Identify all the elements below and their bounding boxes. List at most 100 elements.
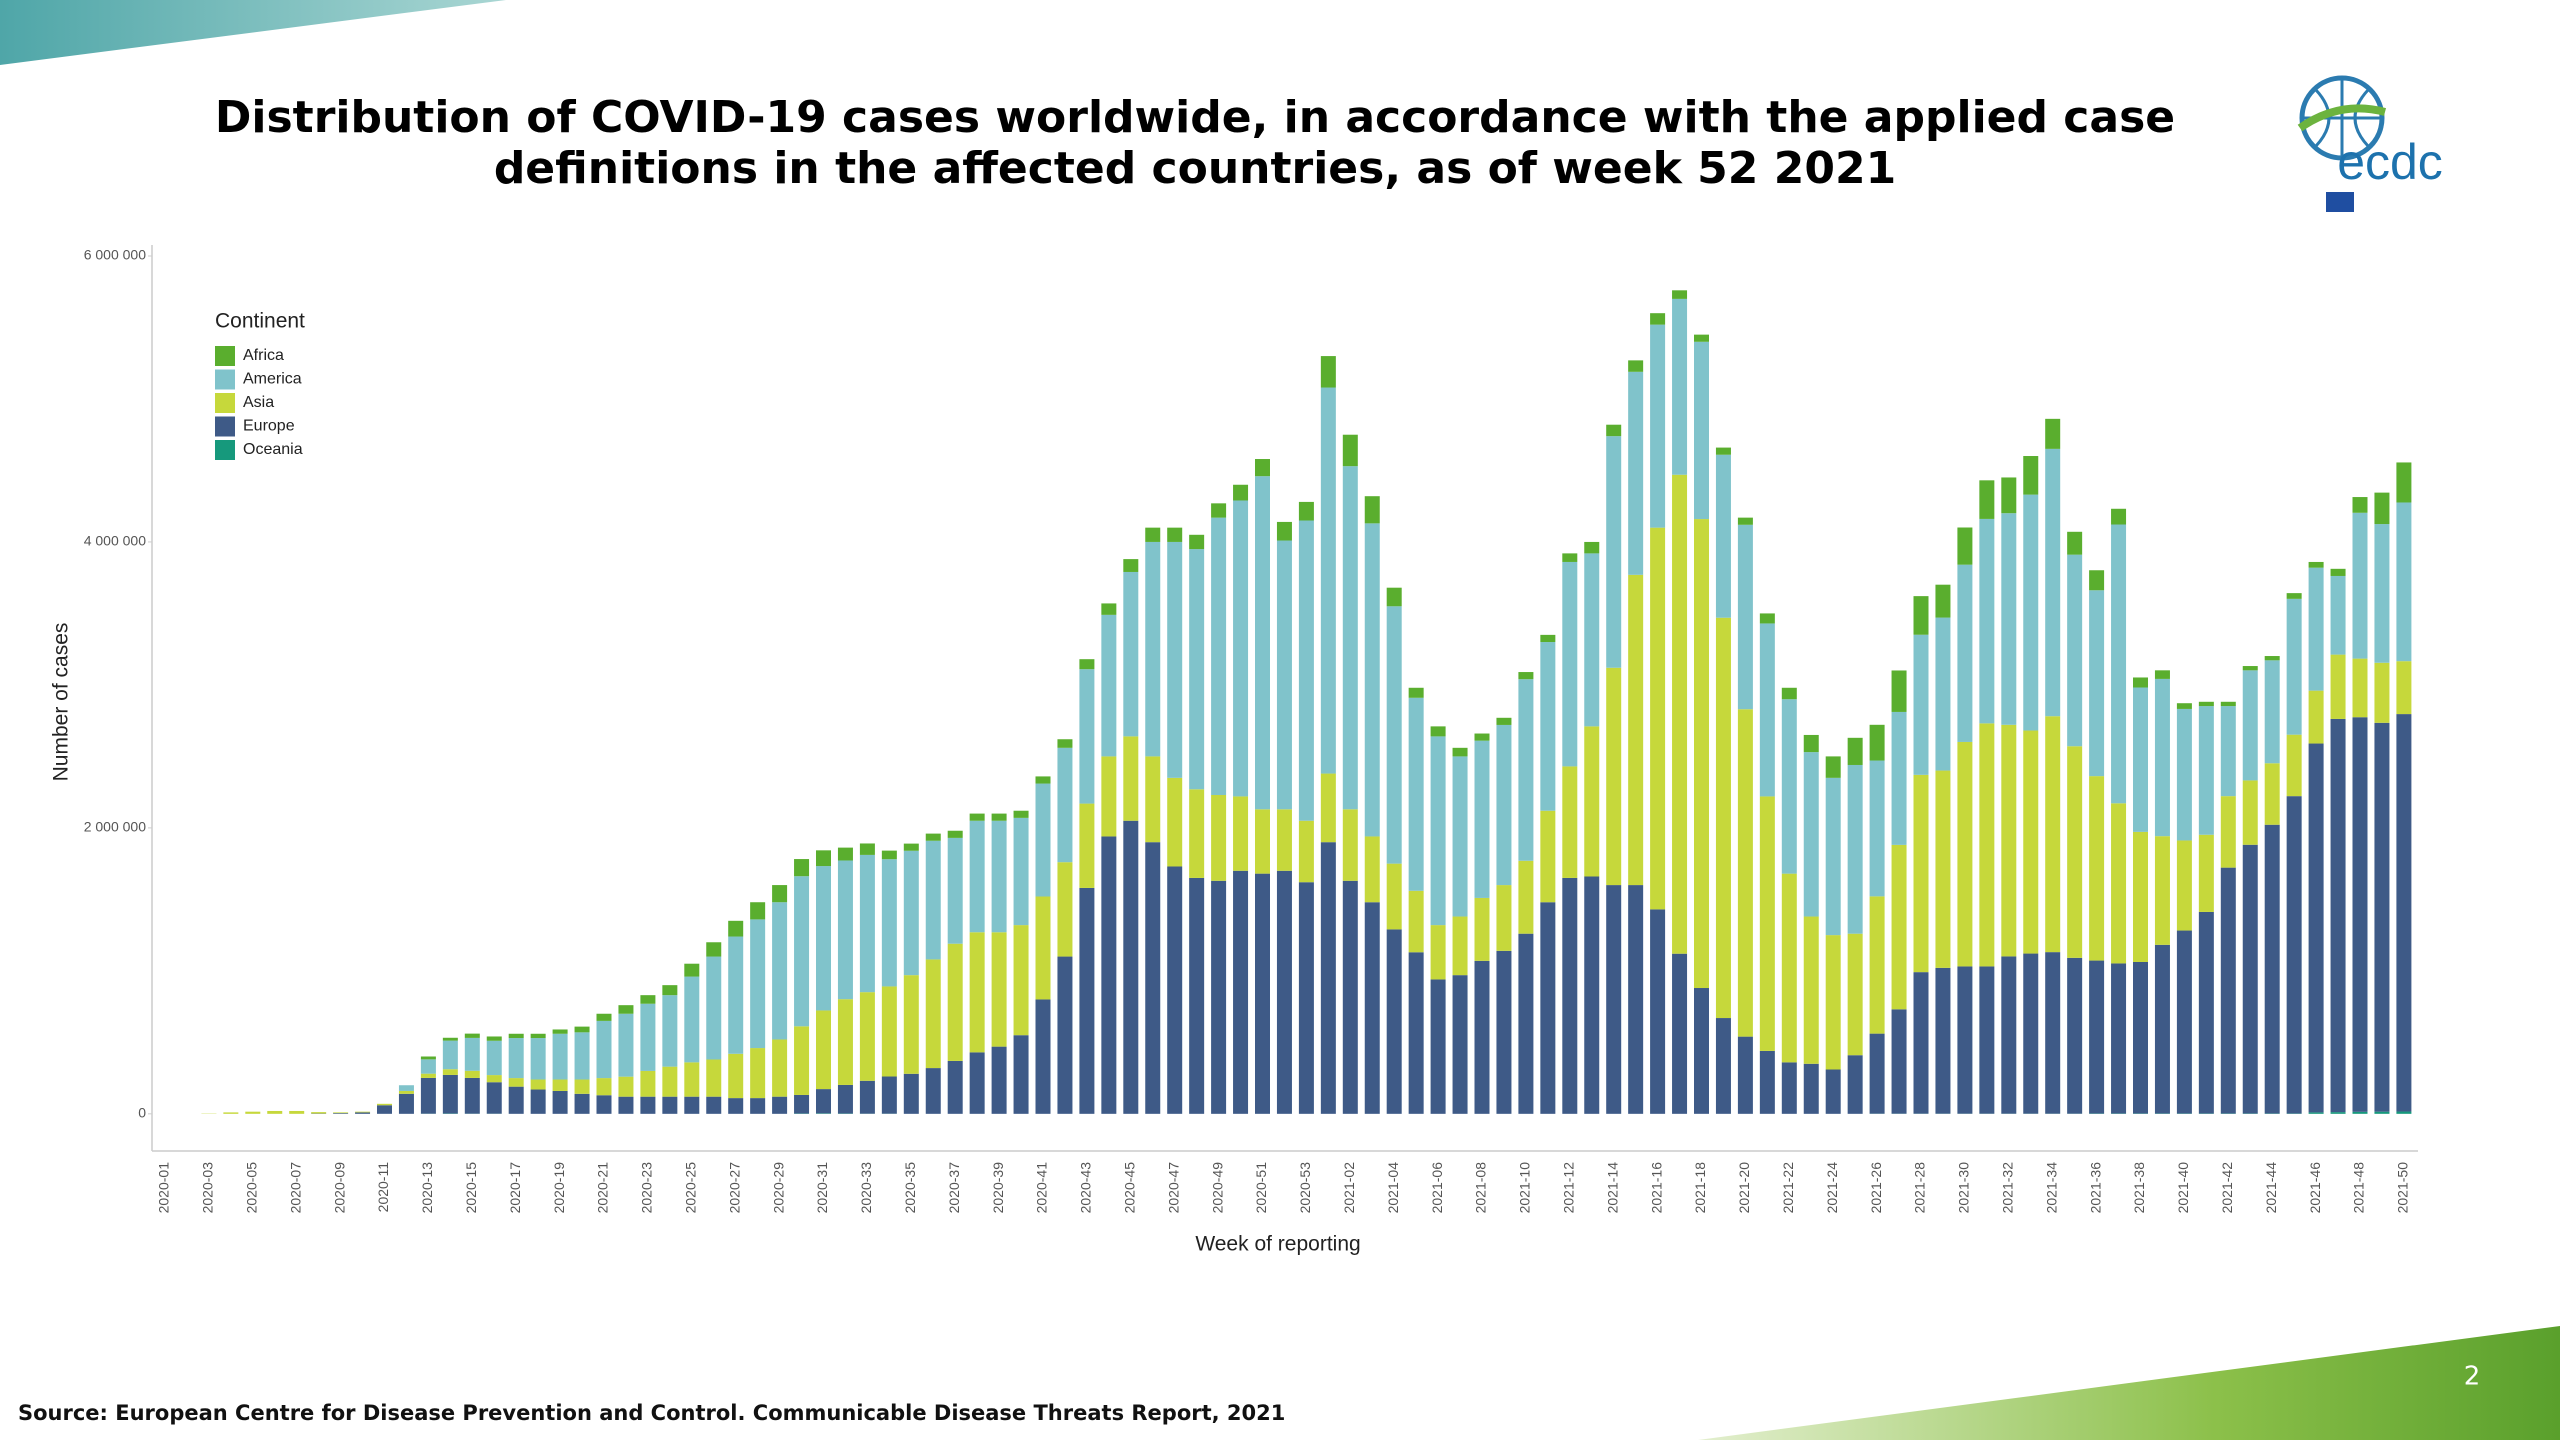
bar-segment: [1891, 1009, 1907, 1114]
bar-segment: [1408, 687, 1424, 698]
bar-segment: [1057, 747, 1073, 863]
bar-segment: [1057, 739, 1073, 748]
bar-segment: [1079, 659, 1095, 670]
bar-segment: [574, 1026, 590, 1033]
bar-segment: [2198, 911, 2214, 1114]
bar-segment: [1320, 773, 1336, 843]
bar-segment: [1606, 436, 1622, 668]
bar-segment: [1518, 860, 1534, 934]
chart-title: Distribution of COVID-19 cases worldwide…: [215, 92, 2175, 143]
bar-segment: [1430, 979, 1446, 1114]
bar-segment: [837, 999, 853, 1085]
bar-segment: [1672, 290, 1688, 299]
bar-segment: [2308, 1112, 2324, 1114]
legend-swatch: [215, 346, 235, 366]
bar-segment: [1628, 360, 1644, 372]
bar-segment: [881, 1076, 897, 1114]
bar-segment: [2374, 662, 2390, 723]
bar-segment: [1035, 896, 1051, 1000]
x-tick-label: 2020-21: [595, 1162, 611, 1214]
x-tick-label: 2021-10: [1517, 1162, 1533, 1214]
bar-segment: [1869, 760, 1885, 897]
bar-segment: [1650, 909, 1666, 1114]
bar-segment: [2330, 718, 2346, 1113]
bar-segment: [1650, 527, 1666, 910]
bar-segment: [969, 813, 985, 821]
bar-segment: [420, 1077, 436, 1114]
bar-segment: [1386, 929, 1402, 1114]
x-tick-label: 2021-32: [2000, 1162, 2016, 1214]
bar-segment: [552, 1029, 568, 1034]
bar-segment: [1211, 880, 1227, 1114]
bar-segment: [706, 942, 722, 957]
bar-segment: [1452, 747, 1468, 757]
bar-segment: [794, 1094, 810, 1114]
bar-segment: [1562, 561, 1578, 767]
bar-segment: [1452, 975, 1468, 1114]
bar-segment: [1474, 897, 1490, 961]
bar-segment: [881, 986, 897, 1077]
x-tick-label: 2021-26: [1868, 1162, 1884, 1214]
bar-segment: [2396, 1111, 2412, 1114]
bar-segment: [662, 1066, 678, 1097]
bar-segment: [1694, 334, 1709, 342]
bar-segment: [728, 936, 744, 1054]
bar-segment: [1540, 634, 1556, 643]
bar-segment: [1276, 870, 1292, 1114]
bar-segment: [2352, 658, 2368, 718]
bar-segment: [442, 1040, 458, 1070]
bar-segment: [1342, 466, 1358, 810]
bar-segment: [1759, 1050, 1775, 1114]
bar-segment: [1298, 820, 1314, 883]
bar-segment: [2220, 706, 2236, 797]
bar-segment: [1430, 726, 1446, 737]
bar-segment: [2286, 796, 2302, 1114]
bar-segment: [1650, 313, 1666, 325]
bar-segment: [1913, 596, 1929, 635]
bar-segment: [1847, 933, 1863, 1056]
bar-segment: [1013, 1035, 1029, 1114]
bar-segment: [1079, 803, 1095, 888]
legend-label: America: [243, 371, 302, 388]
legend-title: Continent: [215, 310, 305, 333]
bar-segment: [837, 1084, 853, 1114]
bar-segment: [925, 1068, 941, 1114]
page-number: 2: [2464, 1362, 2481, 1392]
bar-segment: [1167, 541, 1183, 778]
bar-segment: [552, 1079, 568, 1091]
bar-segment: [1737, 517, 1753, 525]
bar-segment: [1891, 670, 1907, 712]
bar-segment: [1145, 756, 1161, 843]
bar-segment: [1496, 724, 1512, 886]
bar-segment: [947, 1060, 963, 1114]
x-tick-label: 2021-20: [1736, 1162, 1752, 1214]
bar-segment: [772, 885, 788, 903]
bar-segment: [1847, 764, 1863, 934]
bar-segment: [442, 1074, 458, 1114]
bar-segment: [1408, 697, 1424, 891]
bar-segment: [1694, 519, 1709, 989]
bar-segment: [859, 854, 875, 993]
bar-segment: [530, 1079, 546, 1090]
x-tick-label: 2020-05: [244, 1162, 260, 1214]
bar-segment: [2089, 776, 2105, 961]
x-tick-label: 2020-41: [1034, 1162, 1050, 1214]
bar-segment: [1145, 842, 1161, 1114]
bar-segment: [1233, 796, 1249, 871]
bar-segment: [2330, 575, 2346, 655]
bar-segment: [2023, 953, 2039, 1114]
x-tick-label: 2020-43: [1078, 1162, 1094, 1214]
bar-segment: [750, 902, 766, 920]
bar-segment: [1364, 523, 1380, 837]
bar-segment: [486, 1075, 502, 1083]
bar-segment: [574, 1032, 590, 1080]
x-tick-label: 2020-37: [946, 1162, 962, 1214]
bar-segment: [1737, 524, 1753, 710]
bar-segment: [1957, 966, 1973, 1114]
logo-grid: [2304, 78, 2380, 158]
bar-segment: [530, 1033, 546, 1039]
bar-segment: [1628, 574, 1644, 886]
bar-segment: [2242, 670, 2258, 781]
bar-segment: [2045, 418, 2061, 449]
bar-segment: [2242, 780, 2258, 845]
